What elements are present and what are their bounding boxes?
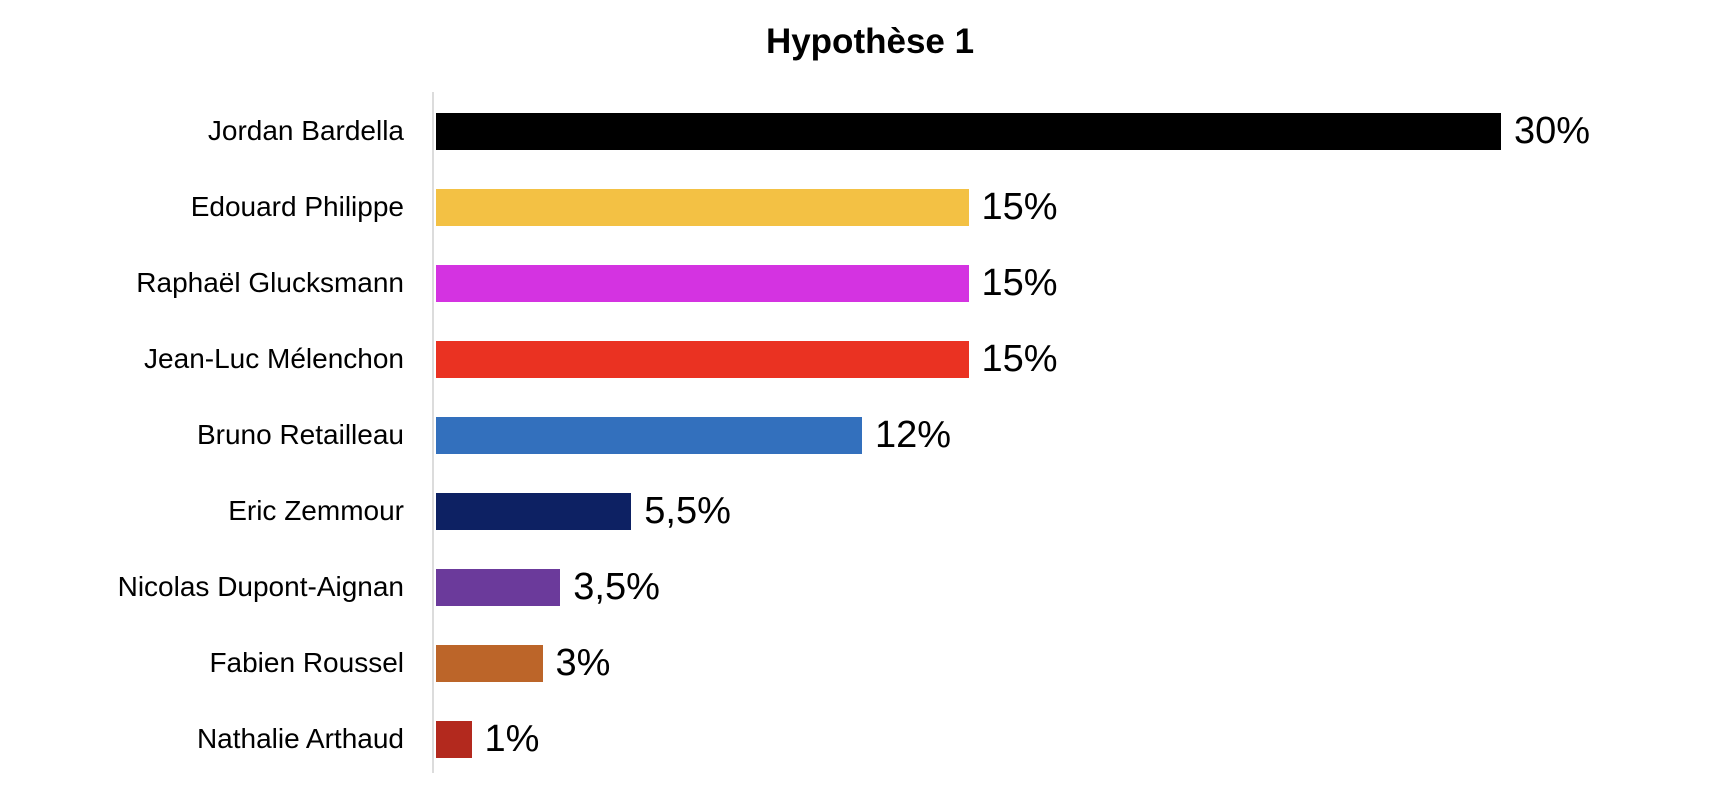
chart-row: Eric Zemmour 5,5%: [0, 473, 1718, 549]
bar: [436, 264, 969, 302]
bar: [436, 340, 969, 378]
chart-row: Fabien Roussel 3%: [0, 625, 1718, 701]
value-label: 15%: [981, 261, 1058, 304]
category-label: Jordan Bardella: [207, 115, 404, 146]
value-label: 3,5%: [573, 565, 660, 608]
bar-zone: 30%: [436, 93, 1718, 169]
category-label: Fabien Roussel: [209, 647, 404, 678]
bar: [436, 112, 1501, 150]
chart-title: Hypothèse 1: [765, 22, 975, 61]
chart-row: Bruno Retailleau 12%: [0, 397, 1718, 473]
chart-rows: Jordan Bardella 30% Edouard Philippe 15%…: [0, 93, 1718, 777]
category-label: Bruno Retailleau: [196, 419, 404, 450]
value-label: 15%: [981, 337, 1058, 380]
bar-zone: 5,5%: [436, 473, 1718, 549]
category-label: Jean-Luc Mélenchon: [144, 343, 404, 374]
value-label: 30%: [1514, 109, 1591, 152]
value-label: 1%: [484, 717, 540, 760]
bar: [436, 568, 561, 606]
bar-zone: 1%: [436, 701, 1718, 777]
bar: [436, 720, 472, 758]
bar: [436, 416, 862, 454]
bar-zone: 3,5%: [436, 549, 1718, 625]
bar-zone: 15%: [436, 321, 1718, 397]
chart-row: Raphaël Glucksmann 15%: [0, 245, 1718, 321]
bar: [436, 492, 632, 530]
category-label: Raphaël Glucksmann: [136, 267, 404, 298]
value-label: 3%: [555, 641, 611, 684]
chart-row: Jean-Luc Mélenchon 15%: [0, 321, 1718, 397]
category-label: Nathalie Arthaud: [196, 723, 404, 754]
bar: [436, 644, 543, 682]
chart-row: Nicolas Dupont-Aignan 3,5%: [0, 549, 1718, 625]
bar-zone: 15%: [436, 169, 1718, 245]
bar: [436, 188, 969, 226]
category-label: Nicolas Dupont-Aignan: [117, 571, 404, 602]
chart-row: Nathalie Arthaud 1%: [0, 701, 1718, 777]
value-label: 12%: [875, 413, 952, 456]
category-label: Edouard Philippe: [190, 191, 404, 222]
chart-row: Jordan Bardella 30%: [0, 93, 1718, 169]
bar-zone: 3%: [436, 625, 1718, 701]
category-label: Eric Zemmour: [228, 495, 404, 526]
value-label: 5,5%: [644, 489, 731, 532]
bar-zone: 12%: [436, 397, 1718, 473]
y-axis-line: [432, 92, 434, 773]
chart-row: Edouard Philippe 15%: [0, 169, 1718, 245]
value-label: 15%: [981, 185, 1058, 228]
bar-zone: 15%: [436, 245, 1718, 321]
